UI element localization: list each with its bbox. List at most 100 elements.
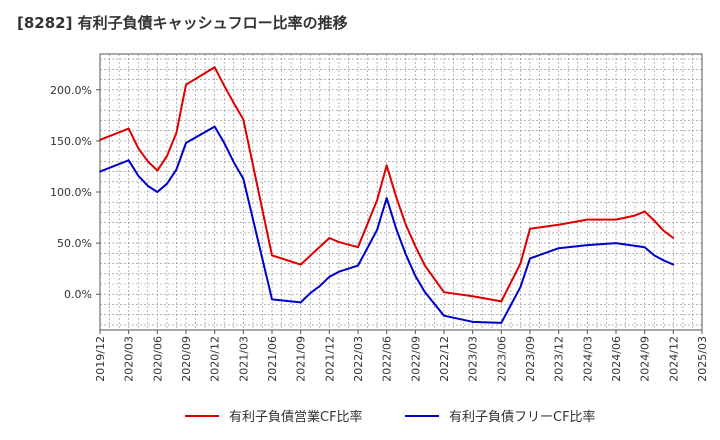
x-tick-label: 2025/03 xyxy=(696,336,709,382)
legend: 有利子負債営業CF比率 有利子負債フリーCF比率 xyxy=(185,409,596,425)
data-point xyxy=(242,177,245,180)
data-point xyxy=(165,182,168,185)
data-point xyxy=(165,155,168,158)
data-point xyxy=(223,84,226,87)
data-point xyxy=(634,214,637,217)
y-tick-label: 0.0% xyxy=(64,288,92,301)
data-point xyxy=(309,292,312,295)
data-point xyxy=(519,262,522,265)
data-point xyxy=(385,197,388,200)
data-point xyxy=(500,300,503,303)
data-point xyxy=(615,218,617,221)
y-tick-label: 150.0% xyxy=(50,135,92,148)
data-point xyxy=(328,275,331,278)
x-tick-label: 2019/12 xyxy=(94,336,107,382)
data-point xyxy=(271,254,273,257)
data-point xyxy=(672,263,675,266)
data-point xyxy=(586,218,589,221)
data-point xyxy=(500,321,503,324)
data-point xyxy=(337,241,340,243)
data-point xyxy=(213,125,216,128)
x-tick-label: 2022/06 xyxy=(381,336,394,382)
x-tick-label: 2024/03 xyxy=(581,336,594,382)
grid-lines xyxy=(100,54,702,330)
data-point xyxy=(175,131,178,134)
data-point xyxy=(404,223,407,226)
data-point xyxy=(99,138,101,141)
data-point xyxy=(643,210,646,213)
data-point xyxy=(357,246,359,249)
x-tick-label: 2022/09 xyxy=(409,336,422,382)
data-point xyxy=(376,199,379,202)
y-tick-label: 100.0% xyxy=(50,186,92,199)
data-point xyxy=(385,164,388,167)
data-point xyxy=(223,142,226,144)
data-point xyxy=(318,285,321,287)
data-point xyxy=(185,83,187,86)
data-point xyxy=(615,242,617,245)
data-point xyxy=(423,264,426,267)
data-point xyxy=(471,295,474,298)
data-point xyxy=(443,314,445,317)
data-point xyxy=(137,174,140,177)
x-tick-label: 2024/09 xyxy=(639,336,652,382)
data-point xyxy=(175,168,178,171)
data-point xyxy=(529,227,531,230)
data-point xyxy=(337,270,340,273)
legend-label-2: 有利子負債フリーCF比率 xyxy=(449,409,596,425)
data-point xyxy=(232,102,235,104)
x-tick-label: 2022/12 xyxy=(438,336,451,382)
data-point xyxy=(653,219,656,222)
data-point xyxy=(99,170,101,173)
data-point xyxy=(557,223,560,226)
data-point xyxy=(443,291,445,294)
x-tick-label: 2023/06 xyxy=(495,336,508,382)
data-point xyxy=(146,184,149,187)
data-point xyxy=(519,286,522,288)
data-point xyxy=(471,320,474,323)
data-point xyxy=(376,228,379,231)
data-point xyxy=(557,247,560,250)
data-point xyxy=(127,127,130,130)
data-point xyxy=(414,274,417,277)
data-point xyxy=(146,160,149,163)
data-point xyxy=(395,196,398,199)
x-tick-label: 2021/09 xyxy=(295,336,308,382)
x-tick-label: 2023/03 xyxy=(467,336,480,382)
y-tick-label: 50.0% xyxy=(57,237,92,250)
data-point xyxy=(414,245,417,248)
data-point xyxy=(156,169,159,172)
data-point xyxy=(423,291,426,294)
data-point xyxy=(662,259,665,262)
data-point xyxy=(242,118,245,121)
data-point xyxy=(586,244,589,247)
x-tick-label: 2020/09 xyxy=(180,336,193,382)
x-tick-label: 2021/12 xyxy=(323,336,336,382)
series-line-1 xyxy=(99,66,674,303)
data-point xyxy=(213,66,216,69)
data-point xyxy=(672,237,675,239)
series-lines xyxy=(99,66,675,324)
data-point xyxy=(357,264,359,267)
data-point xyxy=(299,301,302,304)
x-tick-label: 2020/12 xyxy=(209,336,222,382)
x-tick-label: 2020/06 xyxy=(151,336,164,382)
x-tick-label: 2024/12 xyxy=(667,336,680,382)
data-point xyxy=(395,227,398,230)
data-point xyxy=(127,159,130,162)
data-point xyxy=(662,229,665,232)
data-point xyxy=(271,298,273,301)
x-axis-ticks: 2019/12 2020/03 2020/06 2020/09 2020/12 2021/… xyxy=(94,330,709,382)
x-tick-label: 2020/03 xyxy=(123,336,136,382)
data-point xyxy=(653,254,656,257)
x-tick-label: 2021/06 xyxy=(266,336,279,382)
data-point xyxy=(137,147,140,149)
x-tick-label: 2022/03 xyxy=(352,336,365,382)
x-tick-label: 2023/12 xyxy=(553,336,566,382)
data-point xyxy=(156,191,159,193)
y-axis-ticks: 200.0% 150.0% 100.0% 50.0% 0.0% xyxy=(50,84,100,301)
data-point xyxy=(643,246,646,249)
data-point xyxy=(404,253,407,256)
data-point xyxy=(328,237,331,239)
